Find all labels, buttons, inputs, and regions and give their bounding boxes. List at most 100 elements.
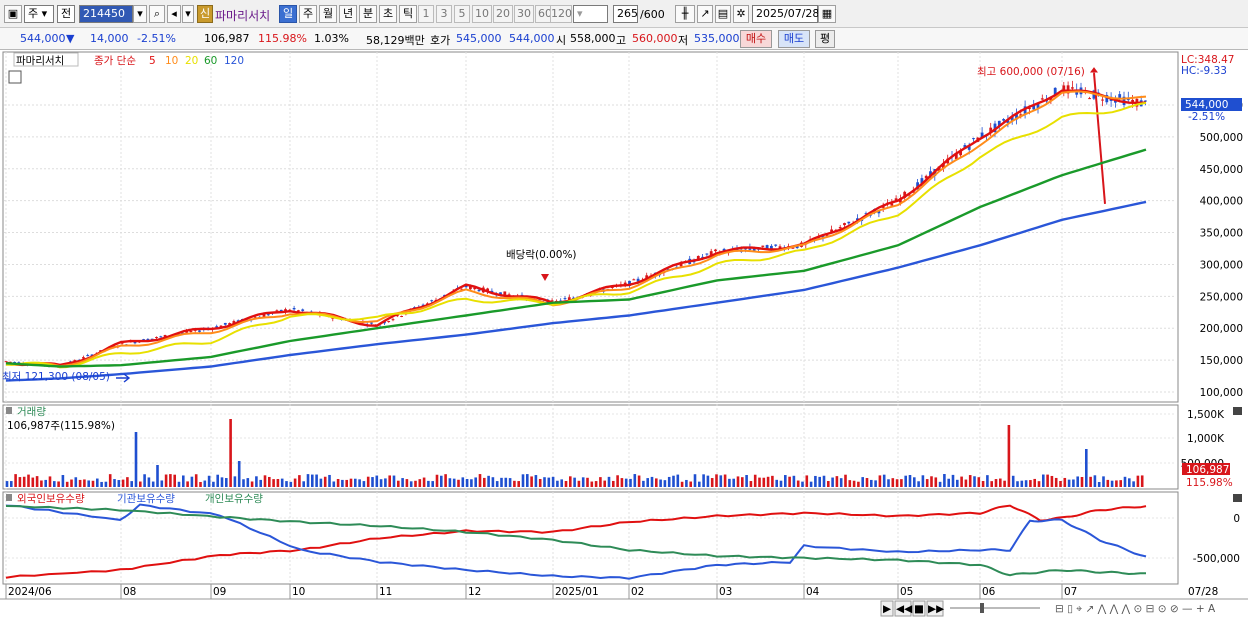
volume-bar (212, 481, 215, 487)
code-dropdown-icon[interactable]: ▾ (133, 5, 147, 23)
date-input[interactable]: 2025/07/28 (752, 5, 819, 23)
volume-bar (349, 478, 353, 487)
minute-120[interactable]: 120 (550, 5, 572, 23)
period-month[interactable]: 월 (319, 5, 337, 23)
high-marker (1090, 67, 1098, 76)
open-price: 558,000 (570, 32, 616, 45)
volume-bar (749, 481, 753, 487)
minute-30[interactable]: 30 (514, 5, 534, 23)
volume-bar (96, 478, 99, 487)
y-tick-label: 500,000 (1200, 132, 1243, 144)
holders-close-icon[interactable] (1233, 494, 1242, 502)
volume-bar (379, 479, 383, 487)
volume-bar (268, 476, 271, 487)
period-second[interactable]: 초 (379, 5, 397, 23)
candle-body (473, 287, 477, 290)
stock-code-input[interactable]: 214450 (79, 5, 133, 23)
market-select[interactable]: 주 ▾ (24, 5, 54, 23)
volume-bar (1128, 478, 1131, 487)
volume-bar (663, 480, 667, 487)
volume-bar (108, 474, 112, 487)
minute-20[interactable]: 20 (493, 5, 513, 23)
extra-button[interactable]: 평 (815, 30, 835, 48)
candle-body (180, 332, 184, 334)
volume-bar (169, 474, 172, 487)
volume-bar (676, 474, 680, 487)
minute-3[interactable]: 3 (436, 5, 452, 23)
period-week[interactable]: 주 (299, 5, 317, 23)
volume-info: 106,987주(115.98%) (7, 420, 115, 432)
volume-bar (409, 481, 413, 487)
volume-bar (818, 476, 821, 487)
period-tick[interactable]: 틱 (399, 5, 417, 23)
volume-bar (814, 475, 817, 487)
calculator-icon[interactable] (8, 70, 22, 84)
current-price: 544,000 (20, 32, 66, 45)
play-icon: ▶ (883, 603, 892, 615)
volume-bar (341, 479, 344, 487)
candle-body (916, 182, 919, 190)
period-day[interactable]: 일 (279, 5, 297, 23)
speaker-icon[interactable]: ◂ (167, 5, 181, 23)
volume-bar (943, 474, 946, 487)
minute-10[interactable]: 10 (472, 5, 492, 23)
buy-button[interactable]: 매수 (740, 30, 772, 48)
save-icon[interactable]: ▤ (715, 5, 731, 23)
volume-bar (792, 475, 796, 487)
custom-minute-select[interactable]: ▾ (573, 5, 608, 23)
draw-tool-icon[interactable]: ↗ (697, 5, 713, 23)
market-alt-button[interactable]: 전 (57, 5, 75, 23)
calendar-icon[interactable]: ▦ (818, 5, 836, 23)
sell-button[interactable]: 매도 (778, 30, 810, 48)
volume-bar (620, 478, 624, 487)
volume-bar (384, 478, 387, 487)
volume-pct-tag: 115.98% (1186, 477, 1233, 489)
volume-bar (569, 476, 572, 487)
stop-button[interactable] (912, 600, 926, 617)
current-pct-tag: -2.51% (1188, 111, 1225, 123)
volume-bar (182, 475, 185, 487)
volume-bar (698, 481, 701, 487)
volume-bar (594, 481, 598, 487)
candle-body (929, 171, 932, 177)
volume-bar (22, 476, 26, 487)
candle-style-icon[interactable]: ╫ (675, 5, 695, 23)
volume-bar (255, 476, 258, 487)
forward-button[interactable] (926, 600, 944, 617)
volume-bar (827, 481, 830, 487)
volume-bar (362, 481, 366, 487)
volume-bar (61, 475, 65, 487)
zoom-slider-handle[interactable] (980, 603, 984, 613)
volume-bar (452, 478, 456, 487)
speaker-dropdown-icon[interactable]: ▾ (182, 5, 194, 23)
volume-bar (293, 478, 297, 487)
volume-bar (48, 476, 52, 487)
candle-body (791, 247, 795, 249)
volume-close-icon[interactable] (1233, 407, 1242, 415)
volume-bar (973, 476, 976, 487)
candle-body (284, 309, 287, 312)
volume-bar (822, 475, 826, 487)
minute-5[interactable]: 5 (454, 5, 470, 23)
volume-bar (328, 474, 331, 487)
period-minute[interactable]: 분 (359, 5, 377, 23)
window-menu-icon[interactable]: ▣ (4, 5, 22, 23)
scroll-right-button[interactable] (880, 600, 894, 617)
gear-icon[interactable]: ✲ (733, 5, 749, 23)
volume-bar (801, 481, 804, 487)
volume-bar (616, 475, 619, 487)
volume-bar (1110, 480, 1114, 487)
volume-bar (104, 481, 108, 487)
search-icon[interactable]: ⌕ (149, 5, 165, 23)
volume-bar (263, 475, 267, 487)
range-input[interactable]: 265 (613, 5, 638, 23)
rewind-button[interactable] (894, 600, 912, 617)
volume-bar (547, 477, 551, 487)
period-year[interactable]: 년 (339, 5, 357, 23)
volume-bar (831, 477, 834, 487)
low-marker (116, 373, 131, 383)
minute-1[interactable]: 1 (418, 5, 434, 23)
stock-label: 파마리서치 (16, 55, 64, 67)
bottom-tool-icons[interactable]: ⊟ ▯ ⌖ ↗ ⋀ ⋀ ⋀ ⊙ ⊟ ⊙ ⊘ — + A (1055, 603, 1216, 615)
volume-bar (1076, 476, 1079, 487)
